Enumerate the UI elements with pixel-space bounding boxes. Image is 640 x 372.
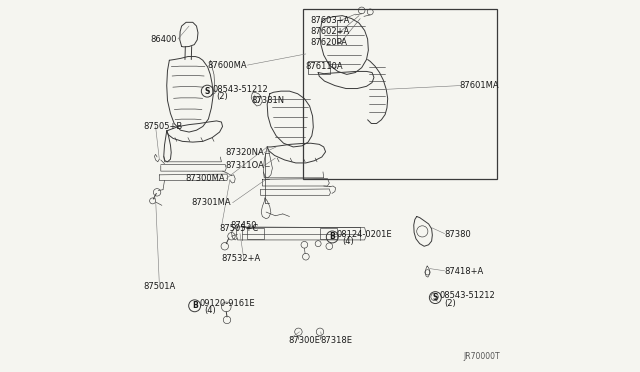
Text: JR70000T: JR70000T [464,352,500,361]
Text: (4): (4) [342,237,354,246]
Text: 87311OA: 87311OA [225,161,264,170]
Text: (2): (2) [445,299,456,308]
Text: 87501A: 87501A [143,282,175,291]
Text: 08543-51212: 08543-51212 [212,85,268,94]
Text: 87603+A: 87603+A [310,16,350,25]
Bar [308,61,330,74]
Text: (2): (2) [216,92,228,101]
Text: 87318E: 87318E [320,336,352,345]
Text: 87320NA: 87320NA [225,148,264,157]
Text: 87601MA: 87601MA [460,81,499,90]
Text: 87300E: 87300E [289,336,320,345]
Text: S: S [433,293,438,302]
Text: 87300MA: 87300MA [186,174,225,183]
Text: S: S [205,87,210,96]
Text: 09120-9161E: 09120-9161E [199,299,255,308]
Text: 86400: 86400 [150,35,177,44]
Text: 87418+A: 87418+A [445,267,484,276]
Text: 87381N: 87381N [251,96,284,105]
Text: 876110A: 876110A [306,62,344,71]
Text: 87505+C: 87505+C [220,224,259,233]
Text: 87602+A: 87602+A [310,27,350,36]
Text: 08124-0201E: 08124-0201E [337,230,392,239]
Text: 08543-51212: 08543-51212 [439,291,495,300]
Text: 87301MA: 87301MA [191,198,231,207]
Text: 87620PA: 87620PA [310,38,348,47]
Bar [303,9,497,179]
Text: B: B [330,232,335,241]
Bar [320,228,337,239]
Text: B: B [192,301,198,310]
Bar [248,228,264,239]
Text: 87380: 87380 [445,230,472,239]
Text: 87600MA: 87600MA [208,61,248,70]
Text: 87505+B: 87505+B [143,122,182,131]
Text: 87532+A: 87532+A [221,254,260,263]
Text: 87450: 87450 [231,221,257,230]
Text: (4): (4) [205,306,216,315]
